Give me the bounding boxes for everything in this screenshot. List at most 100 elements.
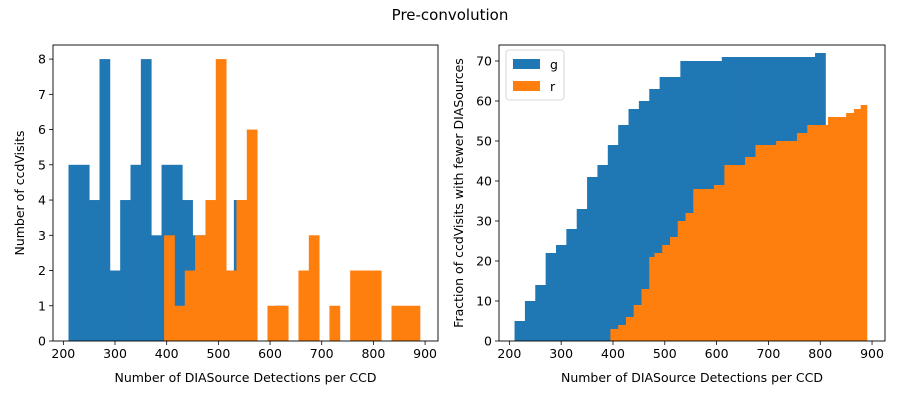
cumulative-x-tick-label: 500 xyxy=(653,346,677,361)
cumulative-bar-r xyxy=(807,125,819,341)
histogram-bar-r xyxy=(308,235,320,341)
histogram-y-tick-label: 4 xyxy=(38,193,46,208)
cumulative-y-tick-label: 30 xyxy=(476,214,492,229)
cumulative-bar-r xyxy=(685,213,694,341)
cumulative-bar-r xyxy=(677,221,686,341)
histogram-bar-g xyxy=(78,164,90,341)
histogram-x-tick-label: 300 xyxy=(103,346,127,361)
cumulative-bar-g xyxy=(576,209,588,341)
histogram-axes-frame xyxy=(52,44,439,342)
cumulative-bar-r xyxy=(625,317,635,341)
histogram-y-axis-label: Number of ccdVisits xyxy=(12,130,27,255)
legend-swatch-g xyxy=(513,59,540,69)
histogram-bar-r xyxy=(246,129,258,341)
cumulative-bar-r xyxy=(745,157,756,341)
histogram-bar-r xyxy=(391,305,403,341)
histogram-bars xyxy=(68,59,421,341)
cumulative-bar-r xyxy=(838,117,847,341)
histogram-bar-g xyxy=(130,164,142,341)
cumulative-bar-g xyxy=(524,301,536,341)
histogram-y-tick-label: 8 xyxy=(38,52,46,67)
histogram-x-tick-label: 600 xyxy=(258,346,282,361)
cumulative-bar-g xyxy=(514,321,526,341)
cumulative-bar-r xyxy=(724,165,736,341)
cumulative-y-tick-label: 0 xyxy=(484,334,492,349)
cumulative-bar-r xyxy=(714,185,725,341)
cumulative-panel: 200 300 400 500 600 700 800 900010203040506070 … xyxy=(451,44,886,385)
cumulative-x-tick-label: 300 xyxy=(549,346,573,361)
histogram-y-tick-label: 5 xyxy=(38,157,46,172)
histogram-y-tick-label: 3 xyxy=(38,228,46,243)
histogram-bar-g xyxy=(68,164,80,341)
cumulative-bar-r xyxy=(633,305,642,341)
histogram-bar-r xyxy=(329,305,341,341)
cumulative-bar-r xyxy=(846,113,855,341)
figure-title: Pre-convolution xyxy=(392,6,509,24)
histogram-bar-r xyxy=(236,200,248,341)
histogram-bar-g xyxy=(99,59,111,341)
histogram-x-tick-label: 500 xyxy=(206,346,230,361)
cumulative-bar-r xyxy=(641,289,650,341)
histogram-panel: 200 300 400 500 600 700 800 900 0 1 2 3 4 5 6 7 8 Number… xyxy=(12,44,439,385)
cumulative-x-tick-label: 800 xyxy=(808,346,832,361)
cumulative-bar-g xyxy=(649,89,661,341)
histogram-bar-g xyxy=(171,164,183,341)
legend-label-g: g xyxy=(550,57,558,72)
cumulative-bar-r xyxy=(703,189,715,341)
histogram-x-tick-label: 900 xyxy=(413,346,437,361)
cumulative-bar-g xyxy=(669,77,681,341)
histogram-bar-r xyxy=(205,200,217,341)
cumulative-bar-r xyxy=(765,145,777,341)
cumulative-y-tick-label: 10 xyxy=(476,294,492,309)
histogram-x-axis-label: Number of DIASource Detections per CCD xyxy=(114,370,376,385)
cumulative-y-tick-label: 70 xyxy=(476,54,492,69)
cumulative-x-tick-label: 200 xyxy=(497,346,521,361)
cumulative-bar-r xyxy=(786,141,798,341)
cumulative-y-tick-label: 20 xyxy=(476,254,492,269)
histogram-bar-r xyxy=(412,305,421,341)
cumulative-x-tick-label: 600 xyxy=(705,346,729,361)
cumulative-bar-g xyxy=(597,165,609,341)
cumulative-x-tick-label: 700 xyxy=(756,346,780,361)
cumulative-y-tick-label: 40 xyxy=(476,174,492,189)
histogram-bar-r xyxy=(215,59,227,341)
histogram-x-tick-label: 700 xyxy=(310,346,334,361)
legend-swatch-r xyxy=(513,81,540,91)
histogram-bar-r xyxy=(164,235,175,341)
cumulative-steps xyxy=(514,53,868,341)
cumulative-bar-r xyxy=(817,125,829,341)
cumulative-y-tick-label: 60 xyxy=(476,94,492,109)
cumulative-bar-g xyxy=(545,253,557,341)
histogram-bar-r xyxy=(360,270,372,341)
cumulative-bar-g xyxy=(566,229,578,341)
histogram-y-tick-label: 1 xyxy=(38,298,46,313)
histogram-bar-g xyxy=(120,200,131,341)
histogram-y-tick-label: 7 xyxy=(38,87,46,102)
histogram-x-tick-label: 400 xyxy=(155,346,179,361)
histogram-bar-r xyxy=(401,305,413,341)
cumulative-bar-r xyxy=(649,257,655,341)
cumulative-bar-r xyxy=(796,133,808,341)
histogram-y-tick-label: 2 xyxy=(38,263,46,278)
cumulative-bar-r xyxy=(776,141,787,341)
cumulative-bar-g xyxy=(680,61,692,341)
histogram-x-tick-label: 800 xyxy=(361,346,385,361)
cumulative-bar-r xyxy=(654,253,663,341)
histogram-bar-r xyxy=(350,270,361,341)
histogram-bar-r xyxy=(195,235,206,341)
cumulative-bar-r xyxy=(828,117,839,341)
histogram-bar-r xyxy=(174,305,186,341)
legend-label-r: r xyxy=(550,79,556,94)
histogram-ticks: 200 300 400 500 600 700 800 900 0 1 2 3 4 5 6 7 8 xyxy=(38,52,437,361)
histogram-y-tick-label: 0 xyxy=(38,334,46,349)
cumulative-axes-frame xyxy=(498,44,886,342)
cumulative-x-axis-label: Number of DIASource Detections per CCD xyxy=(561,370,823,385)
cumulative-bar-r xyxy=(669,237,679,341)
cumulative-bar-r xyxy=(693,189,705,341)
cumulative-bar-g xyxy=(607,145,619,341)
histogram-y-tick-label: 6 xyxy=(38,122,46,137)
histogram-bar-r xyxy=(226,270,237,341)
cumulative-y-tick-label: 50 xyxy=(476,134,492,149)
cumulative-bar-g xyxy=(638,101,650,341)
histogram-bar-g xyxy=(140,59,152,341)
